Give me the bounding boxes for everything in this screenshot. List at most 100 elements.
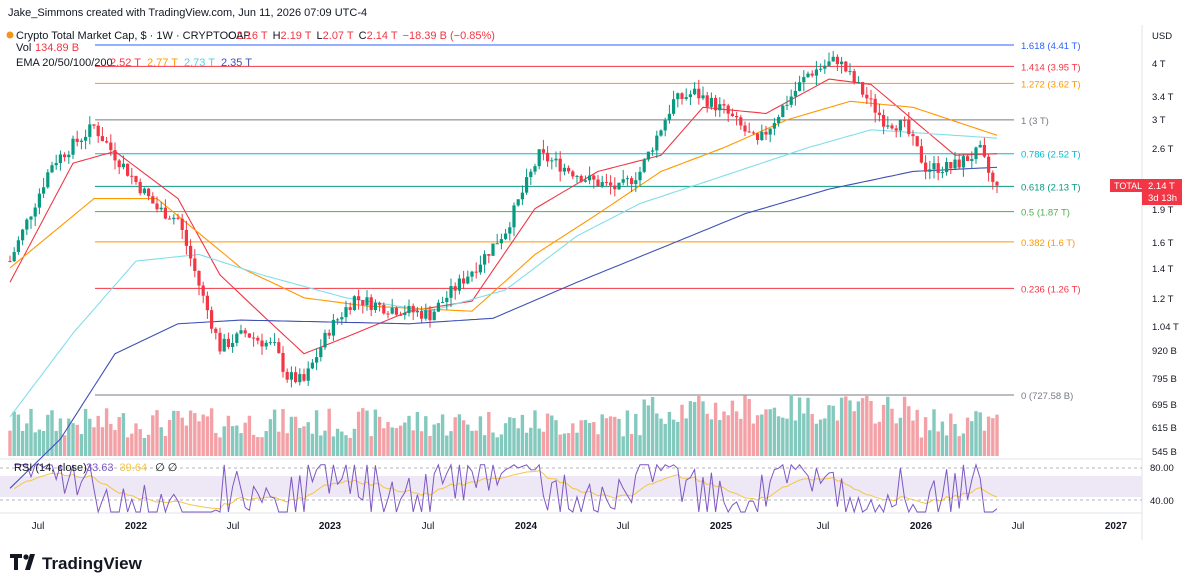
volume-bar-196 (831, 405, 835, 456)
candle-week-101 (432, 308, 436, 321)
candle-week-84 (361, 300, 365, 314)
volume-bar-30 (134, 423, 138, 456)
ema-label[interactable]: EMA 20/50/100/200 (16, 57, 113, 69)
candle-week-145 (617, 182, 621, 191)
volume-bar-175 (743, 395, 747, 456)
volume-bar-168 (713, 402, 718, 456)
volume-bar-212 (898, 417, 903, 456)
volume-bar-74 (319, 435, 323, 456)
volume-bar-115 (491, 432, 495, 456)
volume-bar-214 (907, 406, 911, 456)
volume-bar-149 (634, 413, 638, 456)
candle-week-56 (243, 327, 247, 338)
volume-bar-233 (986, 416, 991, 456)
ema-line-ema-20 (9, 78, 998, 355)
candle-week-162 (688, 90, 692, 106)
candle-week-40 (176, 213, 180, 220)
volume-bar-220 (932, 409, 936, 456)
candle-week-61 (264, 340, 268, 350)
volume-bar-155 (659, 418, 663, 456)
candle-week-225 (953, 151, 957, 170)
volume-bar-223 (944, 435, 949, 456)
symbol-title[interactable]: Crypto Total Market Cap, $ · 1W · CRYPTO… (16, 30, 251, 42)
volume-bar-218 (923, 417, 928, 456)
candle-week-75 (323, 329, 327, 350)
volume-bar-143 (608, 416, 613, 456)
volume-bar-192 (814, 423, 819, 456)
volume-bar-22 (100, 427, 105, 456)
fib-label-0: 0 (727.58 B) (1021, 391, 1073, 402)
candle-week-217 (919, 139, 923, 164)
candle-week-160 (680, 92, 684, 105)
currency-label[interactable]: USD (1152, 31, 1172, 42)
volume-bar-58 (251, 434, 256, 456)
candle-week-219 (928, 160, 932, 180)
volume-bar-15 (71, 423, 75, 456)
volume-bar-46 (201, 414, 205, 456)
volume-bar-62 (268, 419, 273, 456)
volume-bar-80 (344, 435, 348, 456)
candle-week-53 (231, 334, 235, 353)
volume-bar-125 (533, 410, 537, 456)
candle-week-191 (810, 70, 814, 78)
fib-label-1.414: 1.414 (3.95 T) (1021, 62, 1081, 73)
candle-week-190 (806, 71, 810, 79)
volume-bar-112 (478, 416, 483, 456)
candle-week-178 (756, 133, 760, 145)
candle-week-146 (621, 169, 625, 186)
candle-week-64 (277, 338, 281, 354)
candle-week-138 (588, 166, 592, 185)
candle-week-208 (882, 109, 886, 135)
candle-week-182 (772, 117, 776, 136)
candle-week-222 (940, 166, 944, 179)
volume-bar-159 (676, 421, 680, 456)
volume-bar-121 (516, 428, 520, 456)
candle-week-207 (877, 103, 881, 122)
candle-week-177 (751, 130, 755, 135)
time-tick: Jul (1012, 521, 1025, 532)
volume-bar-50 (218, 437, 222, 456)
volume-bar-226 (957, 436, 961, 456)
volume-bar-113 (482, 435, 487, 456)
volume-bar-77 (331, 436, 336, 456)
candle-week-73 (315, 348, 319, 371)
candle-week-121 (516, 199, 520, 207)
candle-week-200 (848, 63, 852, 76)
volume-bar-142 (604, 418, 609, 456)
candle-week-186 (789, 89, 793, 108)
candle-week-198 (840, 56, 844, 74)
volume-bar-61 (264, 431, 268, 456)
rsi-label[interactable]: RSI (14, close) (14, 462, 87, 474)
candle-week-98 (420, 306, 424, 323)
candle-week-49 (214, 327, 218, 340)
price-tick: 1.4 T (1152, 264, 1174, 275)
volume-bar-2 (16, 414, 21, 456)
candle-week-52 (226, 332, 230, 350)
volume-bar-72 (310, 433, 315, 456)
time-tick: 2027 (1105, 521, 1128, 532)
candle-week-196 (831, 51, 835, 62)
volume-bar-67 (289, 416, 294, 456)
volume-bar-25 (113, 430, 117, 456)
fib-label-1.272: 1.272 (3.62 T) (1021, 79, 1081, 90)
candle-week-81 (348, 302, 352, 315)
volume-bar-158 (671, 419, 676, 456)
volume-bar-193 (818, 419, 823, 456)
candle-week-111 (474, 262, 478, 279)
candle-week-2 (16, 236, 20, 255)
volume-bar-204 (865, 395, 869, 456)
candle-week-199 (844, 60, 848, 73)
volume-bar-65 (281, 409, 285, 456)
candle-week-35 (155, 196, 159, 213)
volume-bar-123 (524, 432, 529, 456)
candlesticks (8, 51, 999, 388)
volume-bar-127 (541, 431, 546, 456)
volume-bar-108 (461, 420, 466, 456)
ema-line-ema-100 (9, 129, 998, 418)
volume-bar-135 (575, 432, 579, 456)
volume-bar-18 (83, 408, 88, 456)
candle-week-97 (415, 306, 419, 317)
time-axis[interactable]: Jul 2022 Jul 2023 Jul 2024 Jul 2025 Jul 2026 Jul 20… (32, 521, 1128, 532)
price-tick: 2.6 T (1152, 144, 1174, 155)
